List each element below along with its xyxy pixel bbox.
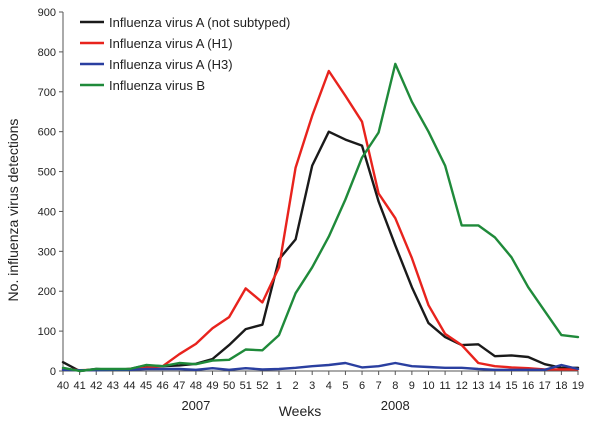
y-tick-label: 200 <box>38 286 56 298</box>
x-tick-label: 47 <box>173 380 185 392</box>
x-tick-label: 3 <box>309 380 315 392</box>
year-labels: 2007 2008 <box>181 398 409 413</box>
legend-label: Influenza virus A (not subtyped) <box>109 15 290 30</box>
x-tick-label: 11 <box>439 380 450 392</box>
x-tick-label: 1 <box>276 380 282 392</box>
series-lines <box>61 62 580 373</box>
x-tick-label: 43 <box>107 380 119 392</box>
x-axis-ticks: 40 41 42 43 44 45 46 47 48 49 50 51 52 1 2 3 4 5 6 7 8 9 10 11 1… <box>57 371 584 392</box>
x-tick-label: 18 <box>555 380 567 392</box>
x-tick-label: 40 <box>57 380 69 392</box>
x-tick-label: 44 <box>123 380 135 392</box>
y-tick-label: 700 <box>38 87 56 99</box>
x-tick-label: 50 <box>223 380 235 392</box>
series-line-4 <box>61 62 580 373</box>
y-axis-title: No. influenza virus detections <box>5 119 21 302</box>
y-tick-label: 500 <box>38 167 56 179</box>
x-tick-label: 5 <box>342 380 348 392</box>
series-line-3 <box>61 361 580 372</box>
x-tick-label: 45 <box>140 380 152 392</box>
x-tick-label: 2 <box>293 380 299 392</box>
y-tick-label: 600 <box>38 127 56 139</box>
x-tick-label: 49 <box>206 380 218 392</box>
y-tick-label: 800 <box>38 47 56 59</box>
axes <box>62 12 578 372</box>
x-tick-label: 6 <box>359 380 365 392</box>
y-tick-label: 900 <box>38 7 56 19</box>
x-tick-label: 8 <box>392 380 398 392</box>
y-tick-label: 100 <box>38 326 56 338</box>
y-tick-label: 300 <box>38 246 56 258</box>
x-tick-label: 13 <box>472 380 484 392</box>
year-label: 2007 <box>181 398 210 413</box>
x-axis-title: Weeks <box>279 403 322 419</box>
x-tick-label: 51 <box>240 380 252 392</box>
x-tick-label: 17 <box>539 380 551 392</box>
x-tick-label: 4 <box>326 380 332 392</box>
legend-label: Influenza virus B <box>109 78 205 93</box>
legend-label: Influenza virus A (H1) <box>109 36 233 51</box>
year-label: 2008 <box>381 398 410 413</box>
x-tick-label: 10 <box>422 380 434 392</box>
x-tick-label: 48 <box>190 380 202 392</box>
legend-label: Influenza virus A (H3) <box>109 57 233 72</box>
x-tick-label: 41 <box>73 380 85 392</box>
series-line-2 <box>61 69 580 372</box>
x-tick-label: 14 <box>489 380 501 392</box>
y-tick-label: 400 <box>38 206 56 218</box>
x-tick-label: 9 <box>409 380 415 392</box>
y-axis-ticks: 0 100 200 300 400 500 600 700 800 900 <box>38 7 63 378</box>
x-tick-label: 16 <box>522 380 534 392</box>
x-tick-label: 12 <box>456 380 468 392</box>
legend: Influenza virus A (not subtyped) Influenz… <box>80 15 290 93</box>
y-tick-label: 0 <box>50 366 56 378</box>
x-tick-label: 15 <box>505 380 517 392</box>
x-tick-label: 19 <box>572 380 584 392</box>
x-tick-label: 52 <box>256 380 268 392</box>
x-tick-label: 7 <box>376 380 382 392</box>
x-tick-label: 42 <box>90 380 102 392</box>
x-tick-label: 46 <box>157 380 169 392</box>
